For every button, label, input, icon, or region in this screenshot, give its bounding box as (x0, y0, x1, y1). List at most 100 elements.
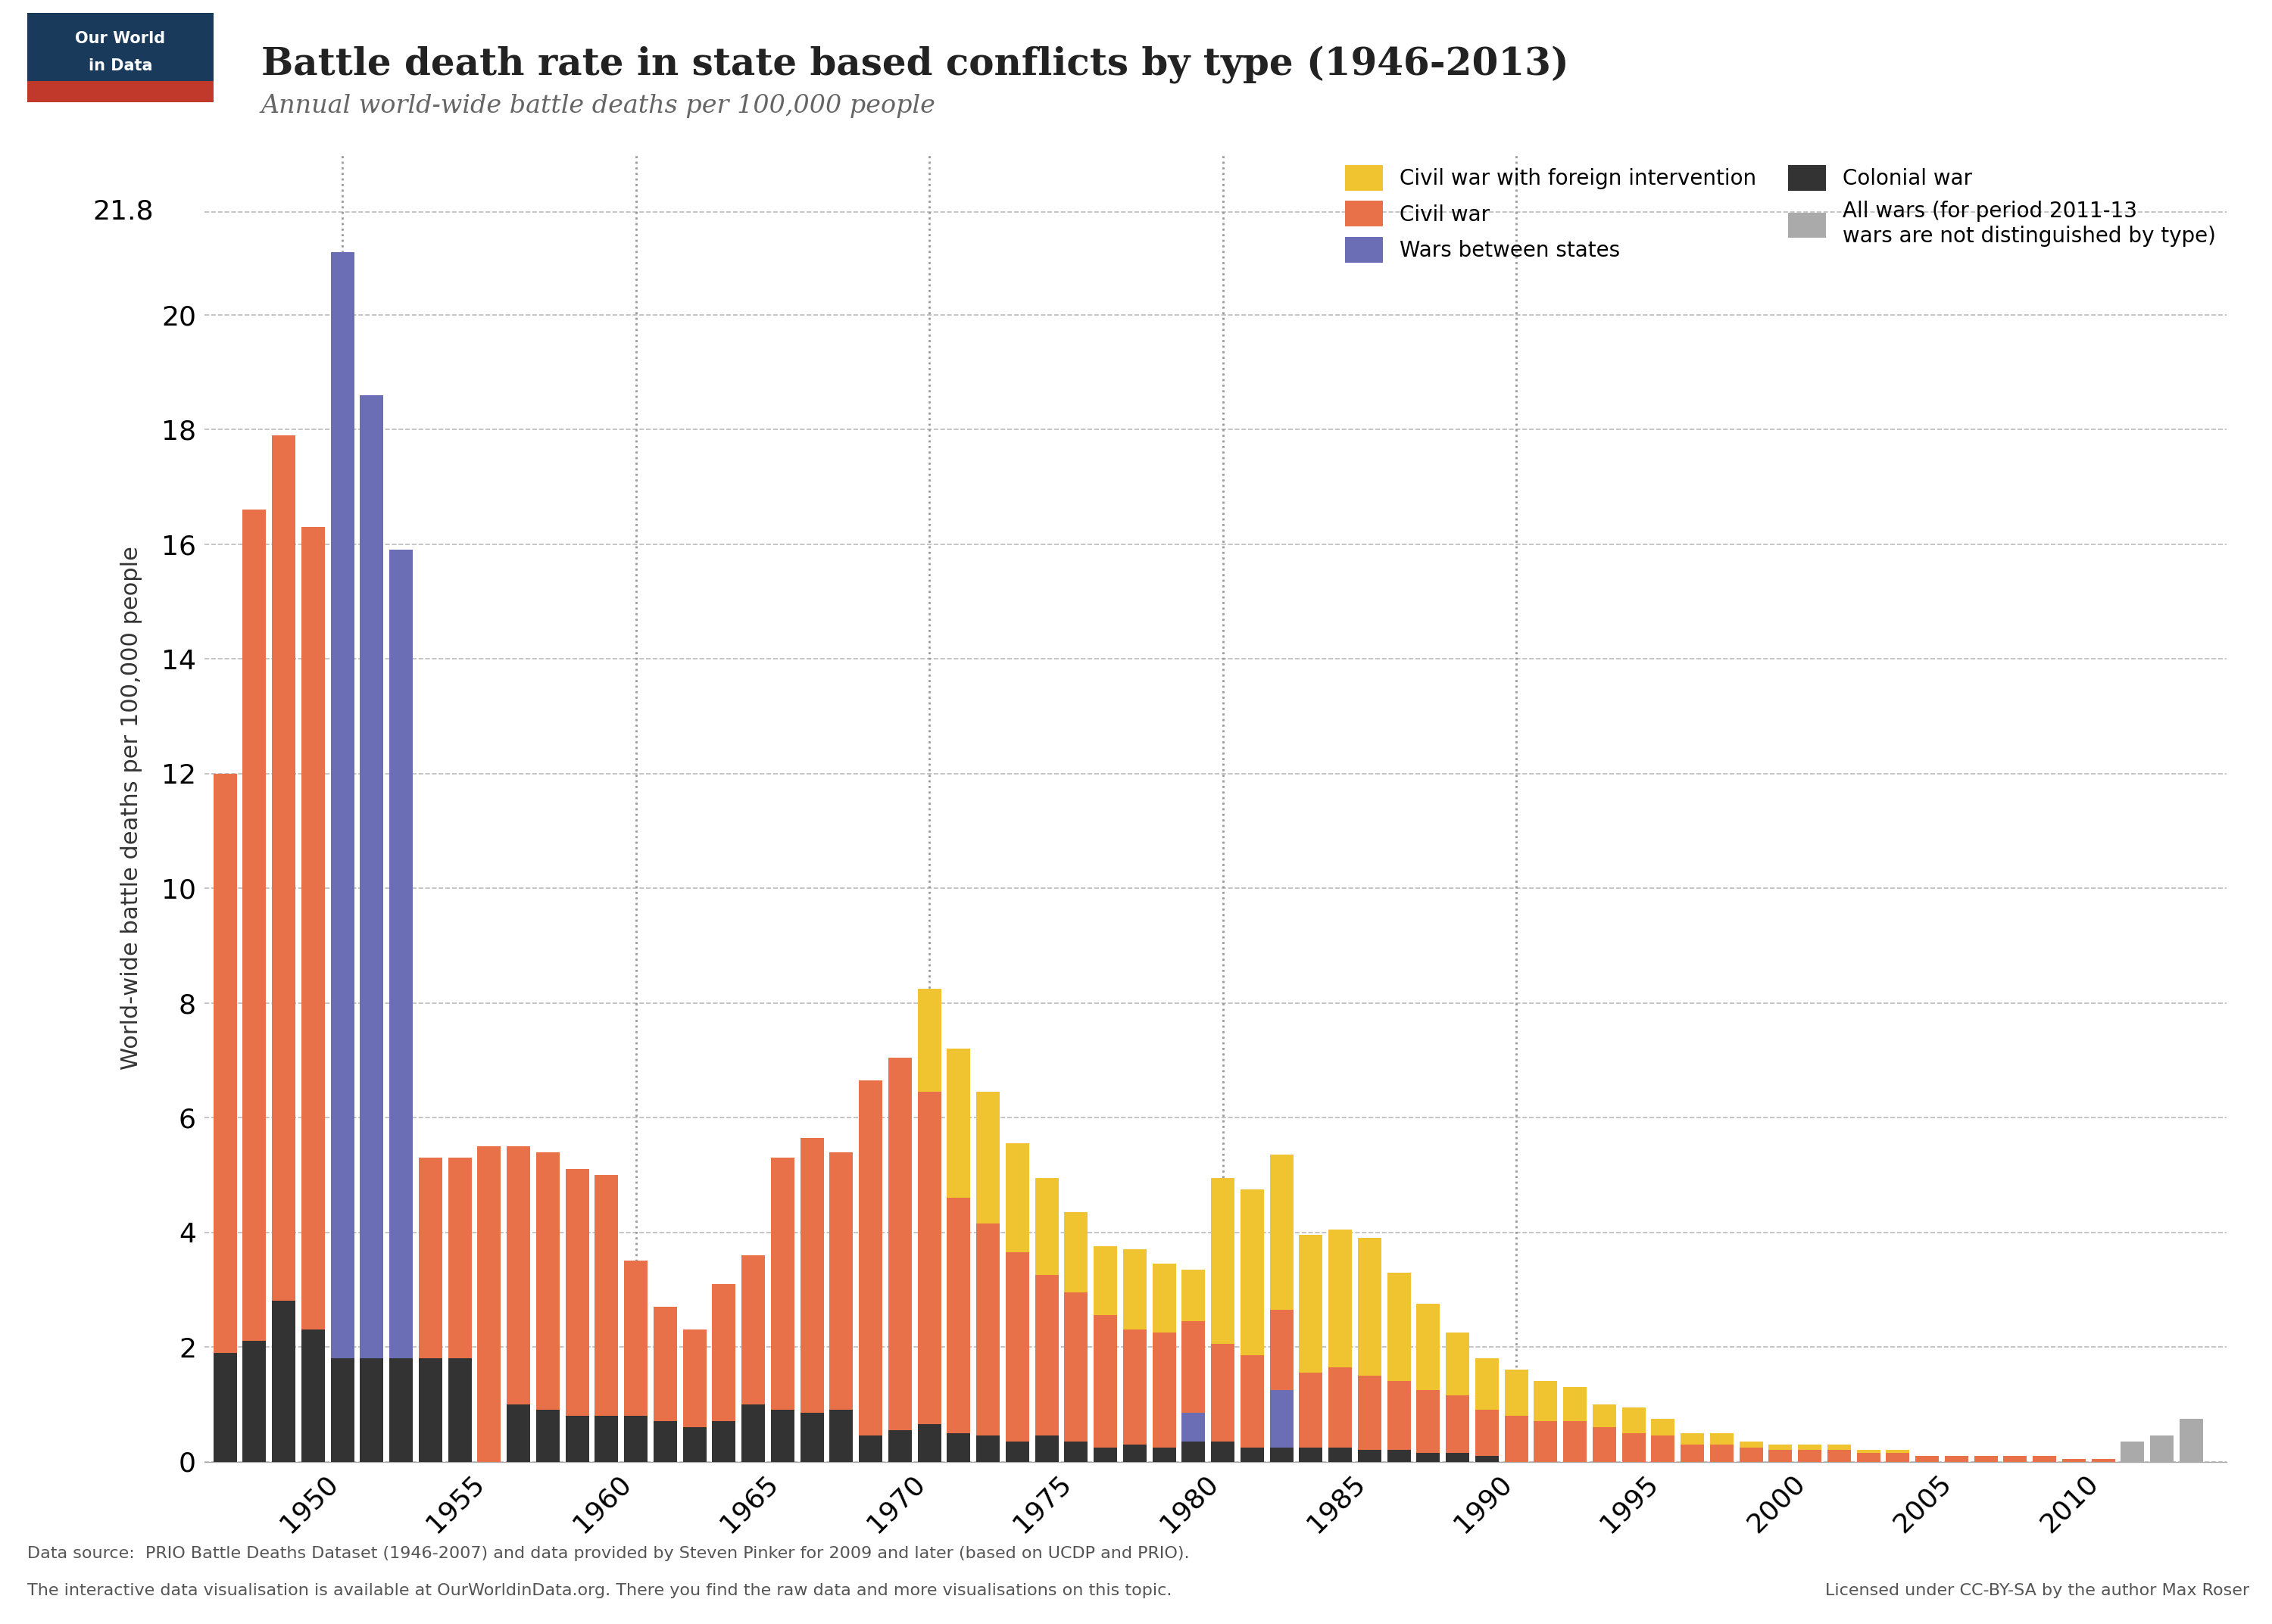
Bar (1886, 1453, 1908, 1462)
Bar (977, 1091, 1000, 1223)
Bar (1241, 1189, 1263, 1356)
Bar (1388, 1382, 1411, 1450)
Bar (770, 1158, 795, 1410)
Bar (1122, 1249, 1147, 1330)
Bar (243, 510, 266, 1341)
Bar (947, 1049, 970, 1199)
Bar (1036, 1177, 1059, 1275)
Bar (1329, 1229, 1352, 1367)
Bar (684, 1330, 707, 1427)
Bar (947, 1432, 970, 1462)
Bar (448, 1358, 473, 1462)
Bar (1270, 1309, 1293, 1390)
Bar (2093, 1458, 2115, 1462)
Bar (1093, 1315, 1118, 1447)
Bar (1827, 1444, 1852, 1450)
Bar (1181, 1270, 1204, 1320)
Bar (1827, 1450, 1852, 1462)
Bar (332, 252, 354, 1358)
Bar (947, 1199, 970, 1432)
Text: Battle death rate in state based conflicts by type (1946-2013): Battle death rate in state based conflic… (261, 45, 1570, 83)
Bar (1475, 1358, 1500, 1410)
Bar (1006, 1143, 1029, 1252)
Bar (566, 1169, 588, 1416)
Bar (595, 1416, 618, 1462)
Bar (800, 1413, 825, 1462)
Bar (1534, 1421, 1556, 1462)
Bar (1359, 1450, 1381, 1462)
Bar (477, 1147, 500, 1462)
Bar (1856, 1450, 1881, 1453)
Text: Our World: Our World (75, 31, 166, 47)
Bar (273, 1301, 295, 1462)
Bar (1711, 1444, 1734, 1462)
Bar (1593, 1427, 1615, 1462)
Bar (507, 1147, 529, 1405)
Bar (1270, 1447, 1293, 1462)
Bar (1063, 1293, 1088, 1442)
Bar (859, 1436, 882, 1462)
Bar (566, 1416, 588, 1462)
Bar (2149, 1436, 2174, 1462)
Bar (918, 989, 941, 1091)
Bar (1359, 1237, 1381, 1376)
Bar (1797, 1444, 1822, 1450)
Bar (741, 1255, 766, 1405)
Bar (1415, 1304, 1440, 1390)
Text: Licensed under CC-BY-SA by the author Max Roser: Licensed under CC-BY-SA by the author Ma… (1824, 1583, 2249, 1598)
Bar (1445, 1333, 1470, 1395)
Bar (654, 1307, 677, 1421)
Text: Annual world-wide battle deaths per 100,000 people: Annual world-wide battle deaths per 100,… (261, 94, 936, 119)
Bar (741, 1405, 766, 1462)
Bar (1388, 1272, 1411, 1382)
Bar (1152, 1263, 1177, 1333)
Bar (1768, 1450, 1793, 1462)
Y-axis label: World-wide battle deaths per 100,000 people: World-wide battle deaths per 100,000 peo… (120, 546, 143, 1070)
Bar (1593, 1405, 1615, 1427)
Bar (1974, 1455, 1997, 1462)
Bar (770, 1410, 795, 1462)
Bar (1534, 1382, 1556, 1421)
Bar (1270, 1390, 1293, 1447)
Bar (1329, 1447, 1352, 1462)
Bar (1211, 1442, 1234, 1462)
Bar (1211, 1345, 1234, 1442)
Bar (859, 1080, 882, 1436)
Bar (418, 1358, 443, 1462)
Bar (1475, 1410, 1500, 1455)
Bar (918, 1091, 941, 1424)
Bar (1445, 1453, 1470, 1462)
Bar (273, 435, 295, 1301)
Bar (1359, 1376, 1381, 1450)
Bar (625, 1416, 648, 1462)
Bar (1093, 1447, 1118, 1462)
Bar (1270, 1155, 1293, 1309)
Bar (1063, 1212, 1088, 1293)
Bar (359, 395, 384, 1358)
Legend: Civil war with foreign intervention, Civil war, Wars between states, Colonial wa: Civil war with foreign intervention, Civ… (1345, 164, 2215, 263)
Text: in Data: in Data (89, 58, 152, 73)
Bar (1300, 1447, 1322, 1462)
Bar (448, 1158, 473, 1358)
Bar (389, 551, 414, 1358)
Bar (1856, 1453, 1881, 1462)
Text: 21.8: 21.8 (93, 198, 154, 224)
Bar (2179, 1419, 2204, 1462)
Bar (1093, 1247, 1118, 1315)
Bar (1475, 1455, 1500, 1462)
Bar (1681, 1444, 1704, 1462)
Bar (1006, 1442, 1029, 1462)
Bar (1152, 1447, 1177, 1462)
Bar (2033, 1455, 2056, 1462)
Bar (1797, 1450, 1822, 1462)
Bar (1504, 1416, 1529, 1462)
Bar (888, 1431, 911, 1462)
Bar (302, 1330, 325, 1462)
Bar (977, 1436, 1000, 1462)
Bar (711, 1285, 736, 1421)
Bar (1622, 1432, 1645, 1462)
Bar (977, 1223, 1000, 1436)
Bar (1300, 1372, 1322, 1447)
Bar (418, 1158, 443, 1358)
Bar (1300, 1236, 1322, 1372)
